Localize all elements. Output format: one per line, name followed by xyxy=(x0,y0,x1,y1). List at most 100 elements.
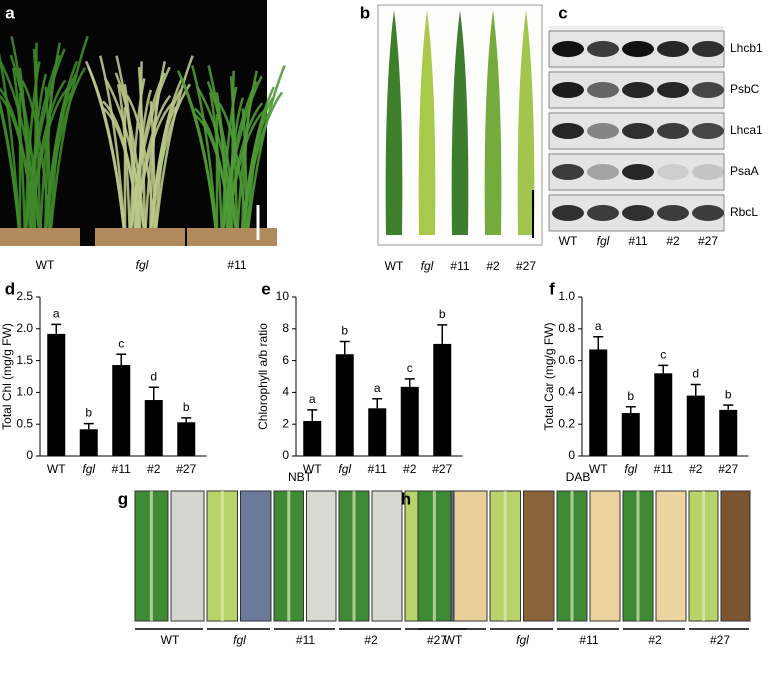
significance-letter: a xyxy=(309,392,316,406)
y-tick-label: 0 xyxy=(282,448,289,462)
blot-band xyxy=(692,82,724,98)
plant-blade xyxy=(208,92,224,241)
y-tick-label: 1.0 xyxy=(16,385,33,399)
blot-band xyxy=(692,123,724,139)
plant-blade xyxy=(148,89,183,241)
y-tick-label: 6 xyxy=(282,353,289,367)
group-label: #2 xyxy=(666,234,680,248)
group-label: #2 xyxy=(486,259,500,273)
error-bar xyxy=(372,398,383,409)
bar xyxy=(144,400,163,456)
group-label: #11 xyxy=(579,633,598,647)
leaf-vein xyxy=(570,491,574,621)
error-bar xyxy=(307,409,318,422)
y-tick-label: 0.2 xyxy=(558,416,575,430)
stain-label: DAB xyxy=(566,470,591,484)
group-label: #27 xyxy=(698,234,718,248)
error-bar xyxy=(404,378,415,387)
group-label: #27 xyxy=(427,633,447,647)
blot-band xyxy=(552,82,584,98)
group-label: fgl xyxy=(233,633,246,647)
x-tick-label: WT xyxy=(47,462,66,476)
y-tick-label: 2.0 xyxy=(16,321,33,335)
panel-label: g xyxy=(118,489,128,508)
panel-label: e xyxy=(261,279,270,298)
y-axis-title: Chlorophyll a/b ratio xyxy=(256,323,270,430)
y-tick-label: 2.5 xyxy=(16,289,33,303)
significance-letter: a xyxy=(53,307,60,321)
panel-label: d xyxy=(5,279,15,298)
plant-blade xyxy=(225,107,268,241)
group-label: #27 xyxy=(710,633,730,647)
y-tick-label: 0.5 xyxy=(16,416,33,430)
plant-blade xyxy=(43,80,55,241)
pot xyxy=(95,228,185,246)
x-tick-label: #2 xyxy=(147,462,161,476)
y-axis-title: Total Chl (mg/g FW) xyxy=(0,323,14,430)
plant-blade xyxy=(240,102,252,241)
group-label: WT xyxy=(444,633,463,647)
x-tick-label: fgl xyxy=(624,462,637,476)
blot-band xyxy=(657,82,689,98)
plant-blade xyxy=(196,86,239,241)
blot-band xyxy=(657,164,689,180)
group-label: WT xyxy=(385,259,404,273)
bar xyxy=(433,343,452,456)
group-label: fgl xyxy=(421,259,434,273)
blot-band xyxy=(587,82,619,98)
pot xyxy=(187,228,277,246)
blot-band xyxy=(692,164,724,180)
group-label: WT xyxy=(161,633,180,647)
x-tick-label: WT xyxy=(589,462,608,476)
error-bar xyxy=(723,404,734,410)
group-label: #27 xyxy=(516,259,536,273)
plant-blade xyxy=(230,70,235,241)
stained-leaf-image xyxy=(453,490,488,622)
blot-band xyxy=(657,41,689,57)
stained-leaf-image xyxy=(371,490,403,622)
stained-leaf-image xyxy=(523,490,555,622)
significance-letter: b xyxy=(85,406,92,420)
error-bar xyxy=(83,422,94,430)
plant-blade xyxy=(87,66,127,241)
protein-label: PsaA xyxy=(730,164,759,178)
group-label: #11 xyxy=(628,234,647,248)
y-tick-label: 1.0 xyxy=(558,289,575,303)
bar xyxy=(303,421,322,456)
bar xyxy=(621,413,640,456)
x-tick-label: WT xyxy=(303,462,322,476)
stained-leaf-image xyxy=(306,490,337,622)
plant-blade xyxy=(48,35,89,241)
plant-blade xyxy=(137,67,147,241)
plant-blade xyxy=(28,85,71,241)
error-bar xyxy=(593,336,604,350)
x-tick-label: #27 xyxy=(176,462,196,476)
blot-band xyxy=(657,205,689,221)
plant-blade xyxy=(11,67,27,241)
blot-band xyxy=(587,205,619,221)
leaf xyxy=(385,10,403,235)
bar xyxy=(400,386,419,456)
group-label: fgl xyxy=(136,258,149,272)
protein-label: PsbC xyxy=(730,82,760,96)
error-bar xyxy=(181,417,192,423)
plant-blade xyxy=(104,77,147,241)
panel-label: c xyxy=(558,3,567,22)
x-tick-label: #11 xyxy=(368,462,387,476)
bar xyxy=(719,409,738,456)
significance-letter: c xyxy=(660,348,666,362)
group-label: #2 xyxy=(648,633,662,647)
bar xyxy=(112,365,131,456)
blot-band xyxy=(552,123,584,139)
leaf-vein xyxy=(503,491,507,621)
plant-blade xyxy=(148,95,160,241)
blot-band xyxy=(622,82,654,98)
blot-band xyxy=(692,41,724,57)
bar xyxy=(177,422,196,456)
significance-letter: b xyxy=(627,389,634,403)
group-label: #11 xyxy=(227,258,246,272)
blot-band xyxy=(587,164,619,180)
plant-blade xyxy=(0,98,22,241)
blot-band xyxy=(692,205,724,221)
